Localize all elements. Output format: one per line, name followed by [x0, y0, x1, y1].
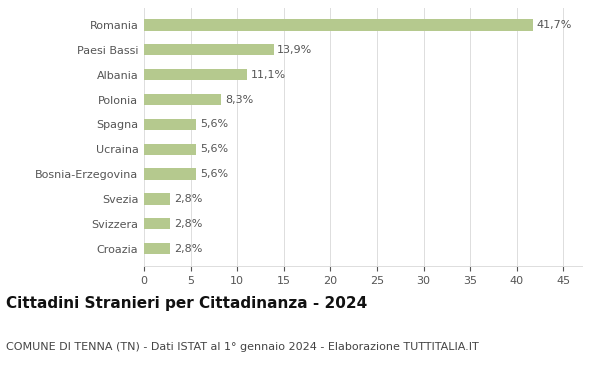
Bar [144, 144, 196, 155]
Bar [144, 243, 170, 254]
Text: 11,1%: 11,1% [251, 70, 286, 80]
Bar [144, 218, 170, 230]
Text: 13,9%: 13,9% [277, 45, 313, 55]
Bar [144, 94, 221, 105]
Text: 2,8%: 2,8% [174, 244, 202, 254]
Text: COMUNE DI TENNA (TN) - Dati ISTAT al 1° gennaio 2024 - Elaborazione TUTTITALIA.I: COMUNE DI TENNA (TN) - Dati ISTAT al 1° … [6, 342, 479, 352]
Text: 41,7%: 41,7% [536, 20, 572, 30]
Bar [144, 168, 196, 180]
Text: 5,6%: 5,6% [200, 119, 228, 129]
Text: 5,6%: 5,6% [200, 144, 228, 154]
Text: 2,8%: 2,8% [174, 194, 202, 204]
Bar [144, 193, 170, 204]
Text: 2,8%: 2,8% [174, 219, 202, 229]
Bar [144, 119, 196, 130]
Bar [144, 19, 533, 30]
Text: 5,6%: 5,6% [200, 169, 228, 179]
Bar [144, 69, 247, 80]
Text: 8,3%: 8,3% [225, 95, 253, 105]
Text: Cittadini Stranieri per Cittadinanza - 2024: Cittadini Stranieri per Cittadinanza - 2… [6, 296, 367, 311]
Bar [144, 44, 274, 55]
